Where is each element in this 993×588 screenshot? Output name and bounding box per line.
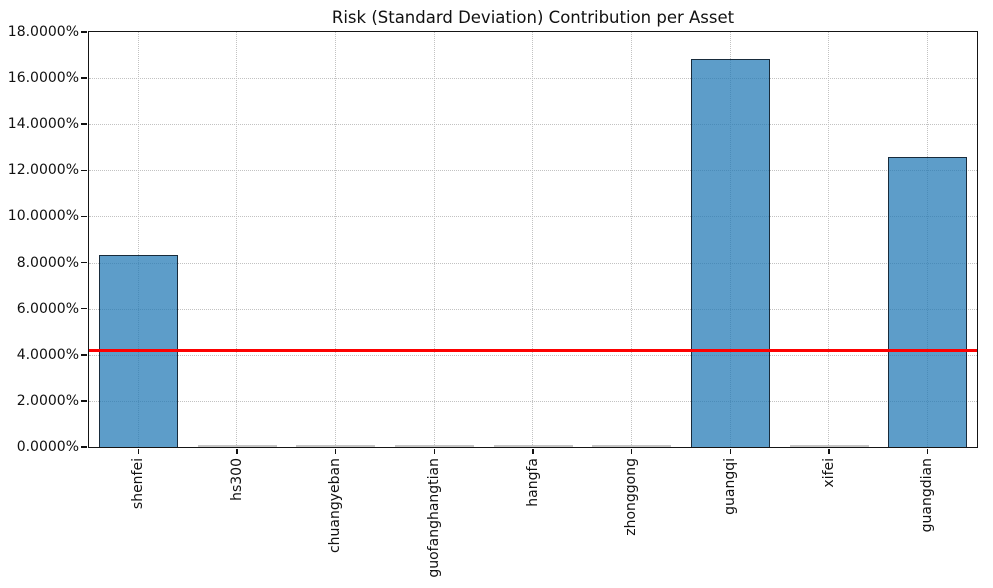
bar-hangfa: [493, 445, 573, 447]
reference-line: [89, 348, 977, 352]
x-axis-tick: [828, 448, 830, 454]
bar-guangdian: [888, 156, 968, 447]
x-tick-label-xifei: xifei: [820, 458, 837, 488]
bar-guofanghangtian: [394, 445, 474, 447]
plot-area: 0.0000% 2.0000% 4.0000% 6.0000% 8.0000% 10.00…: [8, 24, 978, 578]
y-axis-tick: [81, 77, 87, 79]
x-axis-tick: [433, 448, 436, 454]
x-tick-label-zhonggong: zhonggong: [623, 458, 640, 536]
y-axis-tick: [81, 307, 87, 310]
y-tick-label: 18.0000%: [7, 24, 79, 40]
y-axis-tick: [81, 446, 87, 448]
y-axis-tick: [81, 169, 87, 172]
y-axis-tick: [81, 123, 87, 126]
x-axis-tick: [729, 448, 732, 454]
x-tick-label-shenfei: shenfei: [129, 458, 146, 510]
y-tick-label: 6.0000%: [16, 300, 79, 317]
y-tick-label: 4.0000%: [16, 346, 79, 363]
x-axis-tick: [630, 448, 633, 454]
y-tick-label: 12.0000%: [7, 162, 79, 179]
y-axis-tick: [81, 400, 87, 402]
bar-zhonggong: [592, 445, 672, 447]
x-gridline: [335, 32, 337, 447]
x-gridline: [532, 32, 534, 447]
x-tick-label-guangqi: guangqi: [721, 458, 738, 515]
x-axis-tick: [334, 448, 337, 454]
x-gridline: [828, 32, 830, 447]
chart-title: Risk (Standard Deviation) Contribution p…: [331, 8, 735, 27]
x-axis-tick: [236, 448, 238, 454]
x-gridline: [631, 32, 633, 447]
x-tick-label-guangdian: guangdian: [919, 458, 936, 533]
x-gridline: [236, 32, 238, 447]
x-axis-tick: [137, 448, 140, 454]
x-tick-label-chuangyeban: chuangyeban: [327, 458, 344, 554]
y-axis-tick: [81, 215, 87, 218]
x-tick-label-hangfa: hangfa: [524, 458, 541, 507]
x-tick-label-hs300: hs300: [228, 458, 245, 501]
y-tick-label: 0.0000%: [16, 439, 79, 455]
x-tick-label-guofanghangtian: guofanghangtian: [425, 458, 442, 578]
bar-chuangyeban: [296, 445, 376, 447]
y-axis-tick: [81, 353, 87, 356]
bar-xifei: [789, 445, 869, 447]
y-tick-label: 2.0000%: [16, 392, 79, 409]
y-tick-label: 14.0000%: [7, 116, 79, 133]
y-axis-tick: [81, 31, 87, 33]
x-gridline: [433, 32, 435, 447]
y-axis-tick: [81, 261, 87, 264]
bar-hs300: [197, 445, 277, 447]
x-gridline: [137, 32, 139, 447]
x-axis-tick: [926, 448, 929, 454]
bar-guangqi: [690, 58, 770, 447]
y-tick-label: 10.0000%: [7, 208, 79, 225]
y-tick-label: 16.0000%: [7, 70, 79, 87]
x-axis-tick: [532, 448, 534, 454]
y-tick-label: 8.0000%: [16, 254, 79, 271]
